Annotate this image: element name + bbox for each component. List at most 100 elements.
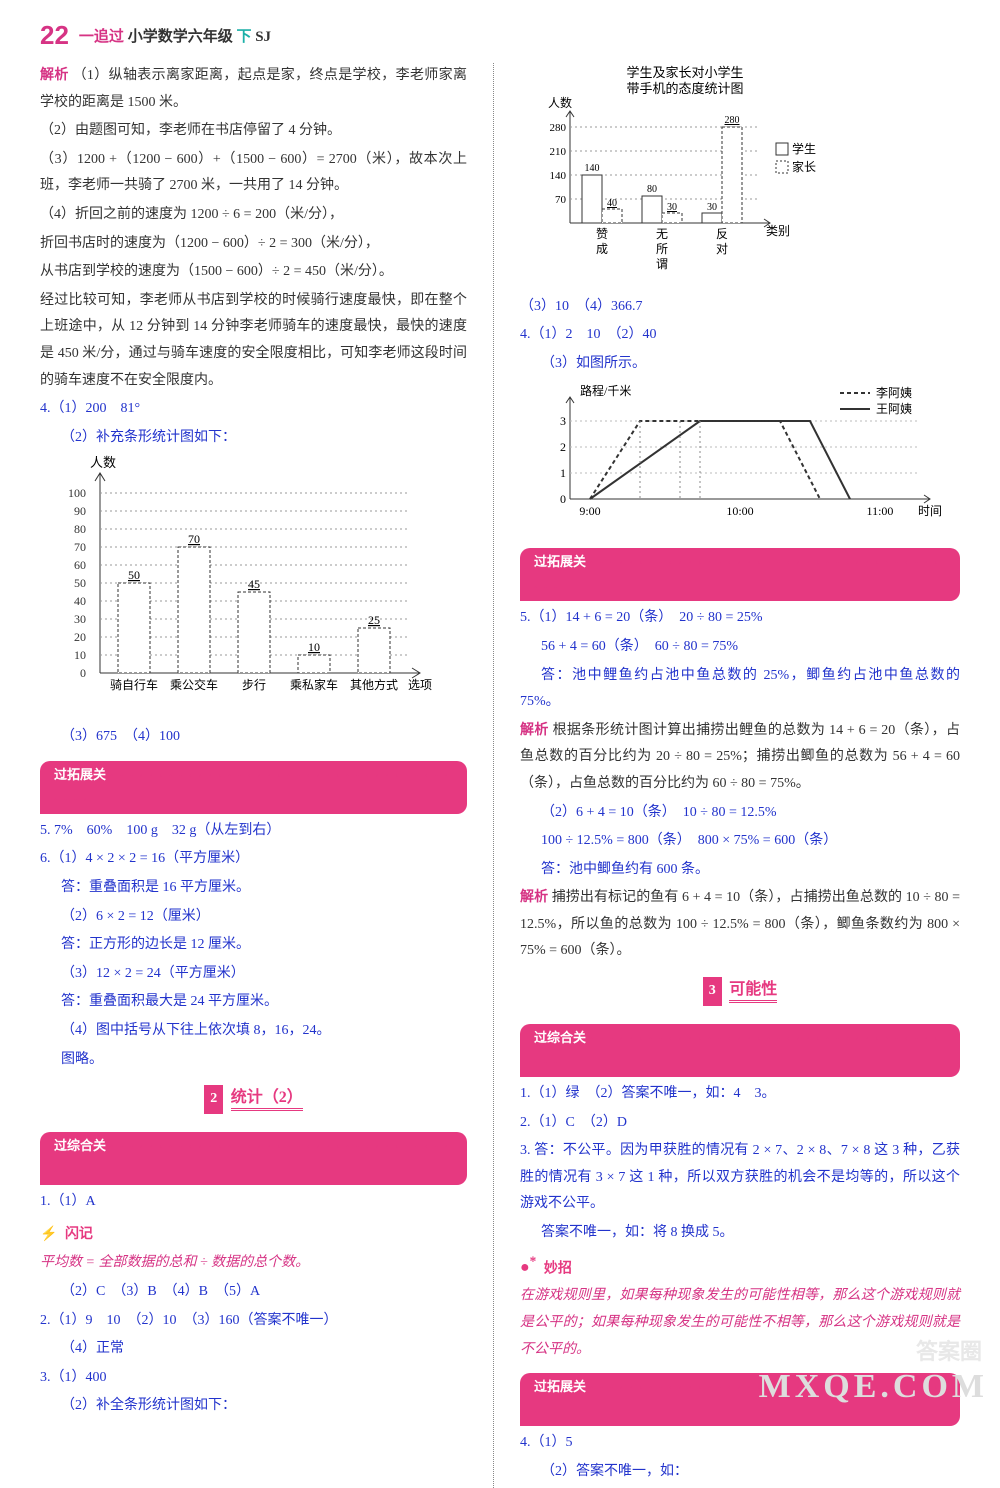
svg-text:45: 45 (248, 577, 260, 591)
svg-text:骑自行车: 骑自行车 (110, 677, 158, 692)
flash-label: 闪记 (65, 1227, 93, 1242)
svg-text:50: 50 (128, 568, 140, 582)
flash-note: ⚡ 闪记 (40, 1222, 467, 1249)
left-column: 解析 （1）纵轴表示离家距离，起点是家，终点是学校，李老师家离学校的距离是 15… (40, 63, 467, 1488)
title-c: 下 (236, 29, 251, 45)
s3-1: 3.（1）400 (40, 1365, 467, 1392)
tip-title: 妙招 (544, 1261, 572, 1276)
q6-2: （2）6 × 2 = 12（厘米） (40, 904, 467, 931)
analysis-label: 解析 (40, 68, 69, 83)
analysis-label: 解析 (520, 723, 549, 738)
r5-ana: 解析 根据条形统计图计算出捕捞出鲤鱼的总数为 14 + 6 = 20（条），占鱼… (520, 718, 960, 798)
s3-2: （2）补全条形统计图如下： (40, 1393, 467, 1420)
s1: 1.（1）A (40, 1189, 467, 1216)
q6-1: 6.（1）4 × 2 × 2 = 16（平方厘米） (40, 846, 467, 873)
svg-text:25: 25 (368, 613, 380, 627)
svg-text:学生及家长对小学生: 学生及家长对小学生 (626, 65, 743, 80)
line-chart-distance: 路程/千米 0 1 2 3 9:00 10:00 11:00 时间 (520, 379, 960, 529)
section-tag-comprehensive: 过综合关 (40, 1132, 467, 1185)
svg-text:无: 无 (656, 227, 668, 241)
tip-text: 在游戏规则里，如果每种现象发生的可能性相等，那么这个游戏规则就是公平的；如果每种… (520, 1283, 960, 1363)
s1-opts: （2）C （3）B （4）B （5）A (40, 1279, 467, 1306)
lightning-icon: ⚡ (40, 1227, 57, 1242)
r5b-ana: 解析 捕捞出有标记的鱼有 6 + 4 = 10（条），占捕捞出鱼总数的 10 ÷… (520, 885, 960, 965)
svg-text:40: 40 (74, 594, 86, 608)
para: 从书店到学校的速度为（1500 − 600）÷ 2 = 450（米/分）。 (40, 259, 467, 286)
section-2: 2 统计（2） (40, 1083, 467, 1114)
section-num: 2 (204, 1085, 223, 1114)
svg-text:70: 70 (188, 532, 200, 546)
s2: 2.（1）9 10 （2）10 （3）160（答案不唯一） (40, 1308, 467, 1335)
svg-text:0: 0 (560, 492, 566, 506)
svg-text:其他方式: 其他方式 (350, 677, 398, 692)
svg-text:3: 3 (560, 414, 566, 428)
q4-3: （3）675 （4）100 (40, 724, 467, 751)
watermark-url: MXQE.COM (759, 1368, 988, 1406)
svg-text:选项: 选项 (408, 678, 432, 692)
svg-text:40: 40 (607, 198, 617, 209)
svg-text:210: 210 (550, 146, 567, 158)
page-number: 22 (40, 20, 69, 51)
flash-text: 平均数 = 全部数据的总和 ÷ 数据的总个数。 (40, 1250, 467, 1277)
svg-text:带手机的态度统计图: 带手机的态度统计图 (626, 81, 743, 96)
chart-ylabel: 人数 (90, 455, 116, 470)
s2b: （4）正常 (40, 1336, 467, 1363)
para: 折回书店时的速度为（1200 − 600）÷ 2 = 300（米/分）， (40, 231, 467, 258)
svg-text:30: 30 (707, 202, 717, 213)
p4-1: 4.（1）5 (520, 1430, 960, 1457)
tip-label: ●* 妙招 (520, 1249, 960, 1284)
r4-2: （3）如图所示。 (520, 351, 960, 378)
bar-chart-transport: 人数 0 10 20 30 40 50 60 70 80 90 100 (40, 453, 440, 713)
page-header: 22 一追过 小学数学六年级 下 SJ (40, 20, 960, 51)
svg-text:家长: 家长 (792, 159, 816, 174)
q5: 5. 7% 60% 100 g 32 g（从左到右） (40, 818, 467, 845)
svg-text:140: 140 (585, 163, 600, 174)
r4-1: 4.（1）2 10 （2）40 (520, 322, 960, 349)
p3: 3. 答：不公平。因为甲获胜的情况有 2 × 7、2 × 8、7 × 8 这 3… (520, 1138, 960, 1218)
svg-text:乘公交车: 乘公交车 (170, 677, 218, 692)
svg-text:谓: 谓 (656, 257, 668, 271)
q6-3a: 答：重叠面积最大是 24 平方厘米。 (40, 989, 467, 1016)
section-title: 可能性 (729, 981, 777, 1003)
r5-2: 56 + 4 = 60（条） 60 ÷ 80 = 75% (520, 634, 960, 661)
svg-text:路程/千米: 路程/千米 (580, 383, 631, 398)
svg-text:100: 100 (68, 486, 86, 500)
q6-5: 图略。 (40, 1047, 467, 1074)
q6-4: （4）图中括号从下往上依次填 8，16，24。 (40, 1018, 467, 1045)
q4-2: （2）补充条形统计图如下： (40, 425, 467, 452)
section-tag-expand: 过拓展关 (40, 761, 467, 814)
svg-text:10: 10 (308, 640, 320, 654)
r5b-2: 100 ÷ 12.5% = 800（条） 800 × 75% = 600（条） (520, 828, 960, 855)
para: 经过比较可知，李老师从书店到学校的时候骑行速度最快，即在整个上班途中，从 12 … (40, 288, 467, 394)
svg-text:乘私家车: 乘私家车 (290, 677, 338, 692)
svg-text:人数: 人数 (548, 95, 572, 110)
watermark-cn: 答案圈 (916, 1334, 982, 1366)
svg-text:9:00: 9:00 (579, 504, 600, 518)
svg-text:时间: 时间 (918, 504, 942, 518)
para: （4）折回之前的速度为 1200 ÷ 6 = 200（米/分）， (40, 202, 467, 229)
title-d: SJ (255, 29, 271, 45)
para: （2）由题图可知，李老师在书店停留了 4 分钟。 (40, 118, 467, 145)
svg-text:步行: 步行 (242, 678, 266, 692)
r5b-1: （2）6 + 4 = 10（条） 10 ÷ 80 = 12.5% (520, 800, 960, 827)
r5-3: 答：池中鲤鱼约占池中鱼总数的 25%，鲫鱼约占池中鱼总数的 75%。 (520, 663, 960, 716)
svg-text:反: 反 (716, 227, 728, 241)
section-tag-expand-r: 过拓展关 (520, 548, 960, 601)
columns: 解析 （1）纵轴表示离家距离，起点是家，终点是学校，李老师家离学校的距离是 15… (40, 63, 960, 1488)
svg-text:70: 70 (74, 540, 86, 554)
svg-text:80: 80 (74, 522, 86, 536)
p2: 2.（1）C （2）D (520, 1110, 960, 1137)
section-3: 3 可能性 (520, 975, 960, 1006)
section-num: 3 (703, 977, 722, 1006)
svg-text:成: 成 (596, 242, 608, 256)
svg-text:10:00: 10:00 (726, 504, 753, 518)
p3b: 答案不唯一，如：将 8 换成 5。 (520, 1220, 960, 1247)
svg-text:60: 60 (74, 558, 86, 572)
q6-2a: 答：正方形的边长是 12 厘米。 (40, 932, 467, 959)
svg-text:2: 2 (560, 440, 566, 454)
svg-text:90: 90 (74, 504, 86, 518)
svg-text:李阿姨: 李阿姨 (876, 385, 912, 400)
text: （1）纵轴表示离家距离，起点是家，终点是学校，李老师家离学校的距离是 1500 … (40, 68, 467, 110)
analysis-label: 解析 (520, 890, 548, 905)
title-a: 一追过 (79, 29, 124, 45)
